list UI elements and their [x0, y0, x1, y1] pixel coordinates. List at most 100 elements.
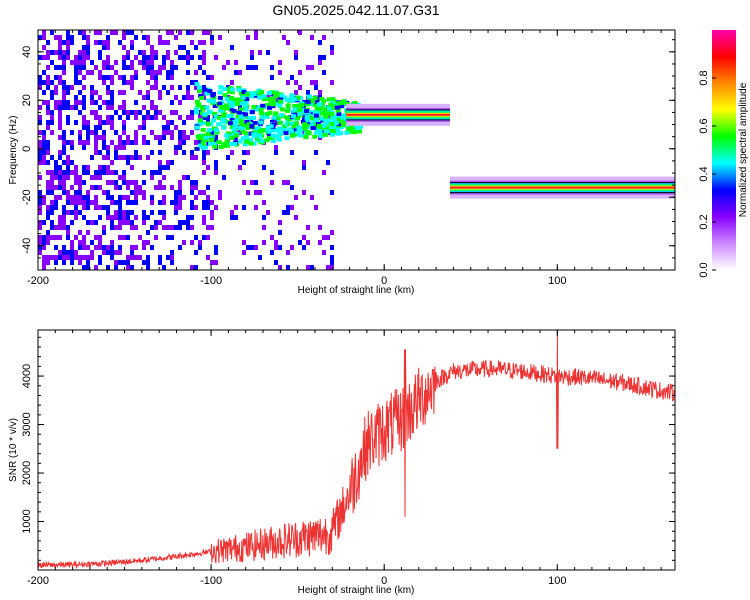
heatmap-cell: [224, 133, 230, 138]
heatmap-cell: [142, 105, 146, 110]
heatmap-cell: [122, 235, 126, 240]
heatmap-cell: [82, 95, 86, 100]
heatmap-cell: [302, 160, 306, 165]
heatmap-cell: [62, 220, 66, 225]
heatmap-cell: [118, 175, 122, 180]
heatmap-cell: [150, 60, 154, 65]
heatmap-cell: [54, 185, 58, 190]
heatmap-cell: [98, 115, 102, 120]
heatmap-cell: [106, 215, 110, 220]
heatmap-cell: [275, 93, 281, 98]
heatmap-cell: [62, 175, 66, 180]
heatmap-cell: [290, 133, 296, 138]
heatmap-cell: [312, 117, 318, 122]
heatmap-cell: [233, 133, 239, 138]
heatmap-cell: [114, 260, 118, 265]
heatmap-cell: [170, 110, 174, 115]
heatmap-cell: [202, 205, 206, 210]
heatmap-cell: [118, 220, 122, 225]
heatmap-cell: [178, 205, 182, 210]
heatmap-cell: [66, 50, 70, 55]
heatmap-cell: [62, 150, 66, 155]
heatmap-cell: [146, 255, 150, 260]
heatmap-cell: [70, 240, 74, 245]
heatmap-cell: [202, 235, 206, 240]
heatmap-cell: [130, 60, 134, 65]
heatmap-cell: [238, 70, 242, 75]
heatmap-cell: [284, 122, 290, 127]
heatmap-cell: [102, 135, 106, 140]
heatmap-cell: [42, 70, 46, 75]
tone-segment-2: [449, 186, 675, 189]
heatmap-cell: [70, 195, 74, 200]
heatmap-cell: [110, 30, 114, 35]
heatmap-cell: [50, 200, 54, 205]
heatmap-cell: [248, 138, 254, 143]
heatmap-cell: [94, 40, 98, 45]
heatmap-cell: [86, 135, 90, 140]
heatmap-cell: [267, 105, 273, 110]
heatmap-cell: [82, 60, 86, 65]
heatmap-cell: [126, 110, 130, 115]
heatmap-cell: [304, 116, 310, 121]
heatmap-cell: [246, 35, 250, 40]
heatmap-cell: [198, 55, 202, 60]
heatmap-cell: [223, 103, 229, 108]
heatmap-cell: [114, 210, 118, 215]
heatmap-cell: [225, 106, 231, 111]
heatmap-cell: [130, 30, 134, 35]
heatmap-cell: [254, 205, 258, 210]
heatmap-cell: [254, 180, 258, 185]
heatmap-cell: [134, 130, 138, 135]
heatmap-cell: [221, 120, 227, 125]
heatmap-cell: [162, 265, 166, 270]
snr-series: [37, 332, 676, 570]
heatmap-cell: [306, 94, 312, 99]
heatmap-cell: [110, 220, 114, 225]
heatmap-cell: [178, 45, 182, 50]
heatmap-cell: [50, 120, 54, 125]
heatmap-cell: [277, 99, 283, 104]
heatmap-cell: [210, 99, 216, 104]
heatmap-cell: [130, 245, 134, 250]
heatmap-cell: [197, 143, 203, 148]
heatmap-cell: [274, 260, 278, 265]
heatmap-cell: [318, 240, 322, 245]
heatmap-cell: [42, 30, 46, 35]
heatmap-cell: [110, 140, 114, 145]
heatmap-cell: [174, 110, 178, 115]
heatmap-cell: [78, 185, 82, 190]
heatmap-cell: [243, 112, 249, 117]
heatmap-cell: [306, 120, 310, 125]
heatmap-cell: [294, 195, 298, 200]
heatmap-cell: [162, 195, 166, 200]
heatmap-cell: [74, 180, 78, 185]
heatmap-cell: [102, 250, 106, 255]
heatmap-cell: [62, 205, 66, 210]
heatmap-cell: [258, 190, 262, 195]
heatmap-cell: [102, 40, 106, 45]
heatmap-cell: [70, 130, 74, 135]
heatmap-cell: [286, 40, 290, 45]
heatmap-cell: [122, 110, 126, 115]
heatmap-cell: [252, 120, 258, 125]
heatmap-cell: [275, 134, 281, 139]
heatmap-cell: [317, 124, 323, 129]
heatmap-cell: [54, 195, 58, 200]
heatmap-cell: [70, 200, 74, 205]
heatmap-cell: [98, 40, 102, 45]
heatmap-cell: [326, 160, 330, 165]
heatmap-cell: [94, 145, 98, 150]
heatmap-cell: [323, 114, 329, 119]
heatmap-cell: [150, 200, 154, 205]
heatmap-cell: [38, 155, 42, 160]
heatmap-cell: [166, 225, 170, 230]
heatmap-cell: [66, 160, 70, 165]
heatmap-cell: [118, 195, 122, 200]
heatmap-cell: [74, 105, 78, 110]
heatmap-cell: [46, 240, 50, 245]
heatmap-cell: [122, 80, 126, 85]
heatmap-cell: [194, 265, 198, 270]
heatmap-cell: [310, 80, 314, 85]
heatmap-cell: [186, 225, 190, 230]
